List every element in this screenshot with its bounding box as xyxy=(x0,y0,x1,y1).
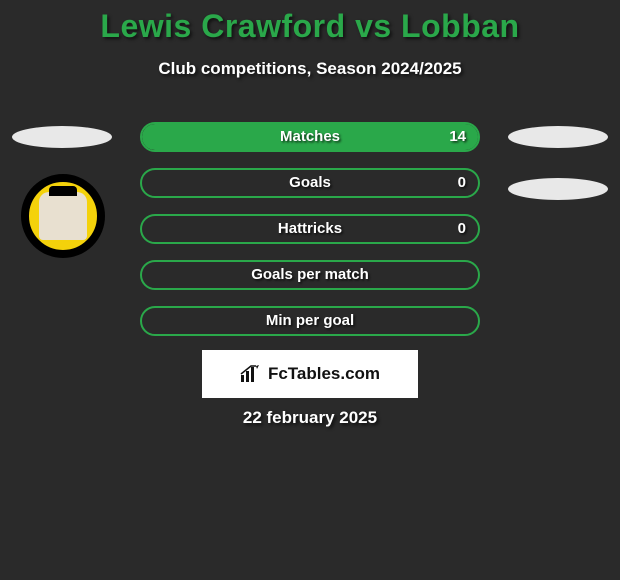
club-badge-inner xyxy=(39,192,87,240)
player-photo-placeholder-right-1 xyxy=(508,126,608,148)
stat-label: Goals per match xyxy=(142,262,478,288)
stat-label: Matches xyxy=(142,124,478,150)
stat-row-min-per-goal: Min per goal xyxy=(140,306,480,336)
stat-label: Goals xyxy=(142,170,478,196)
stat-row-goals: Goals 0 xyxy=(140,168,480,198)
stat-value: 14 xyxy=(449,124,466,150)
stat-label: Hattricks xyxy=(142,216,478,242)
stat-row-goals-per-match: Goals per match xyxy=(140,260,480,290)
player-photo-placeholder-right-2 xyxy=(508,178,608,200)
stat-label: Min per goal xyxy=(142,308,478,334)
footer-date: 22 february 2025 xyxy=(0,408,620,428)
stat-row-matches: Matches 14 xyxy=(140,122,480,152)
stat-value: 0 xyxy=(458,170,466,196)
stats-panel: Matches 14 Goals 0 Hattricks 0 Goals per… xyxy=(140,122,480,352)
stat-value: 0 xyxy=(458,216,466,242)
brand-box: FcTables.com xyxy=(202,350,418,398)
brand-text: FcTables.com xyxy=(268,364,380,384)
stat-row-hattricks: Hattricks 0 xyxy=(140,214,480,244)
page-subtitle: Club competitions, Season 2024/2025 xyxy=(0,59,620,79)
bar-chart-icon xyxy=(240,365,262,383)
page-title: Lewis Crawford vs Lobban xyxy=(0,0,620,45)
club-badge xyxy=(21,174,105,258)
player-photo-placeholder-left xyxy=(12,126,112,148)
